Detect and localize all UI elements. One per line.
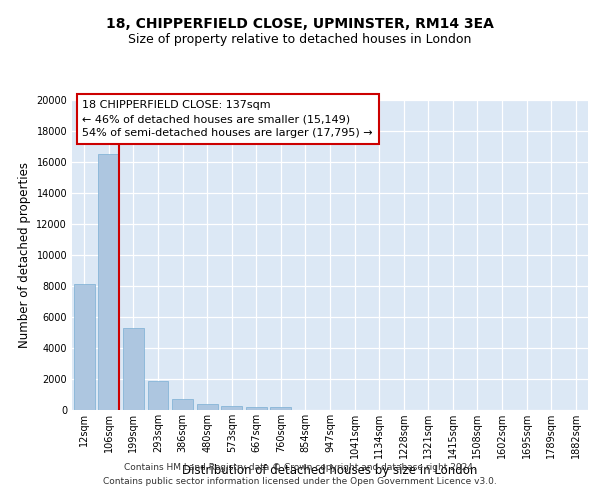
Bar [221,406,242,410]
Text: 18 CHIPPERFIELD CLOSE: 137sqm
← 46% of detached houses are smaller (15,149)
54% : 18 CHIPPERFIELD CLOSE: 137sqm ← 46% of d… [82,100,373,138]
Bar [197,404,218,410]
X-axis label: Distribution of detached houses by size in London: Distribution of detached houses by size … [182,464,478,477]
Text: Contains public sector information licensed under the Open Government Licence v3: Contains public sector information licen… [103,477,497,486]
Bar [98,154,119,410]
Bar [123,328,144,410]
Bar [148,382,169,410]
Bar [246,407,267,410]
Bar [271,408,292,410]
Text: 18, CHIPPERFIELD CLOSE, UPMINSTER, RM14 3EA: 18, CHIPPERFIELD CLOSE, UPMINSTER, RM14 … [106,18,494,32]
Text: Size of property relative to detached houses in London: Size of property relative to detached ho… [128,32,472,46]
Bar [172,399,193,410]
Text: Contains HM Land Registry data © Crown copyright and database right 2024.: Contains HM Land Registry data © Crown c… [124,464,476,472]
Y-axis label: Number of detached properties: Number of detached properties [18,162,31,348]
Bar [74,284,95,410]
